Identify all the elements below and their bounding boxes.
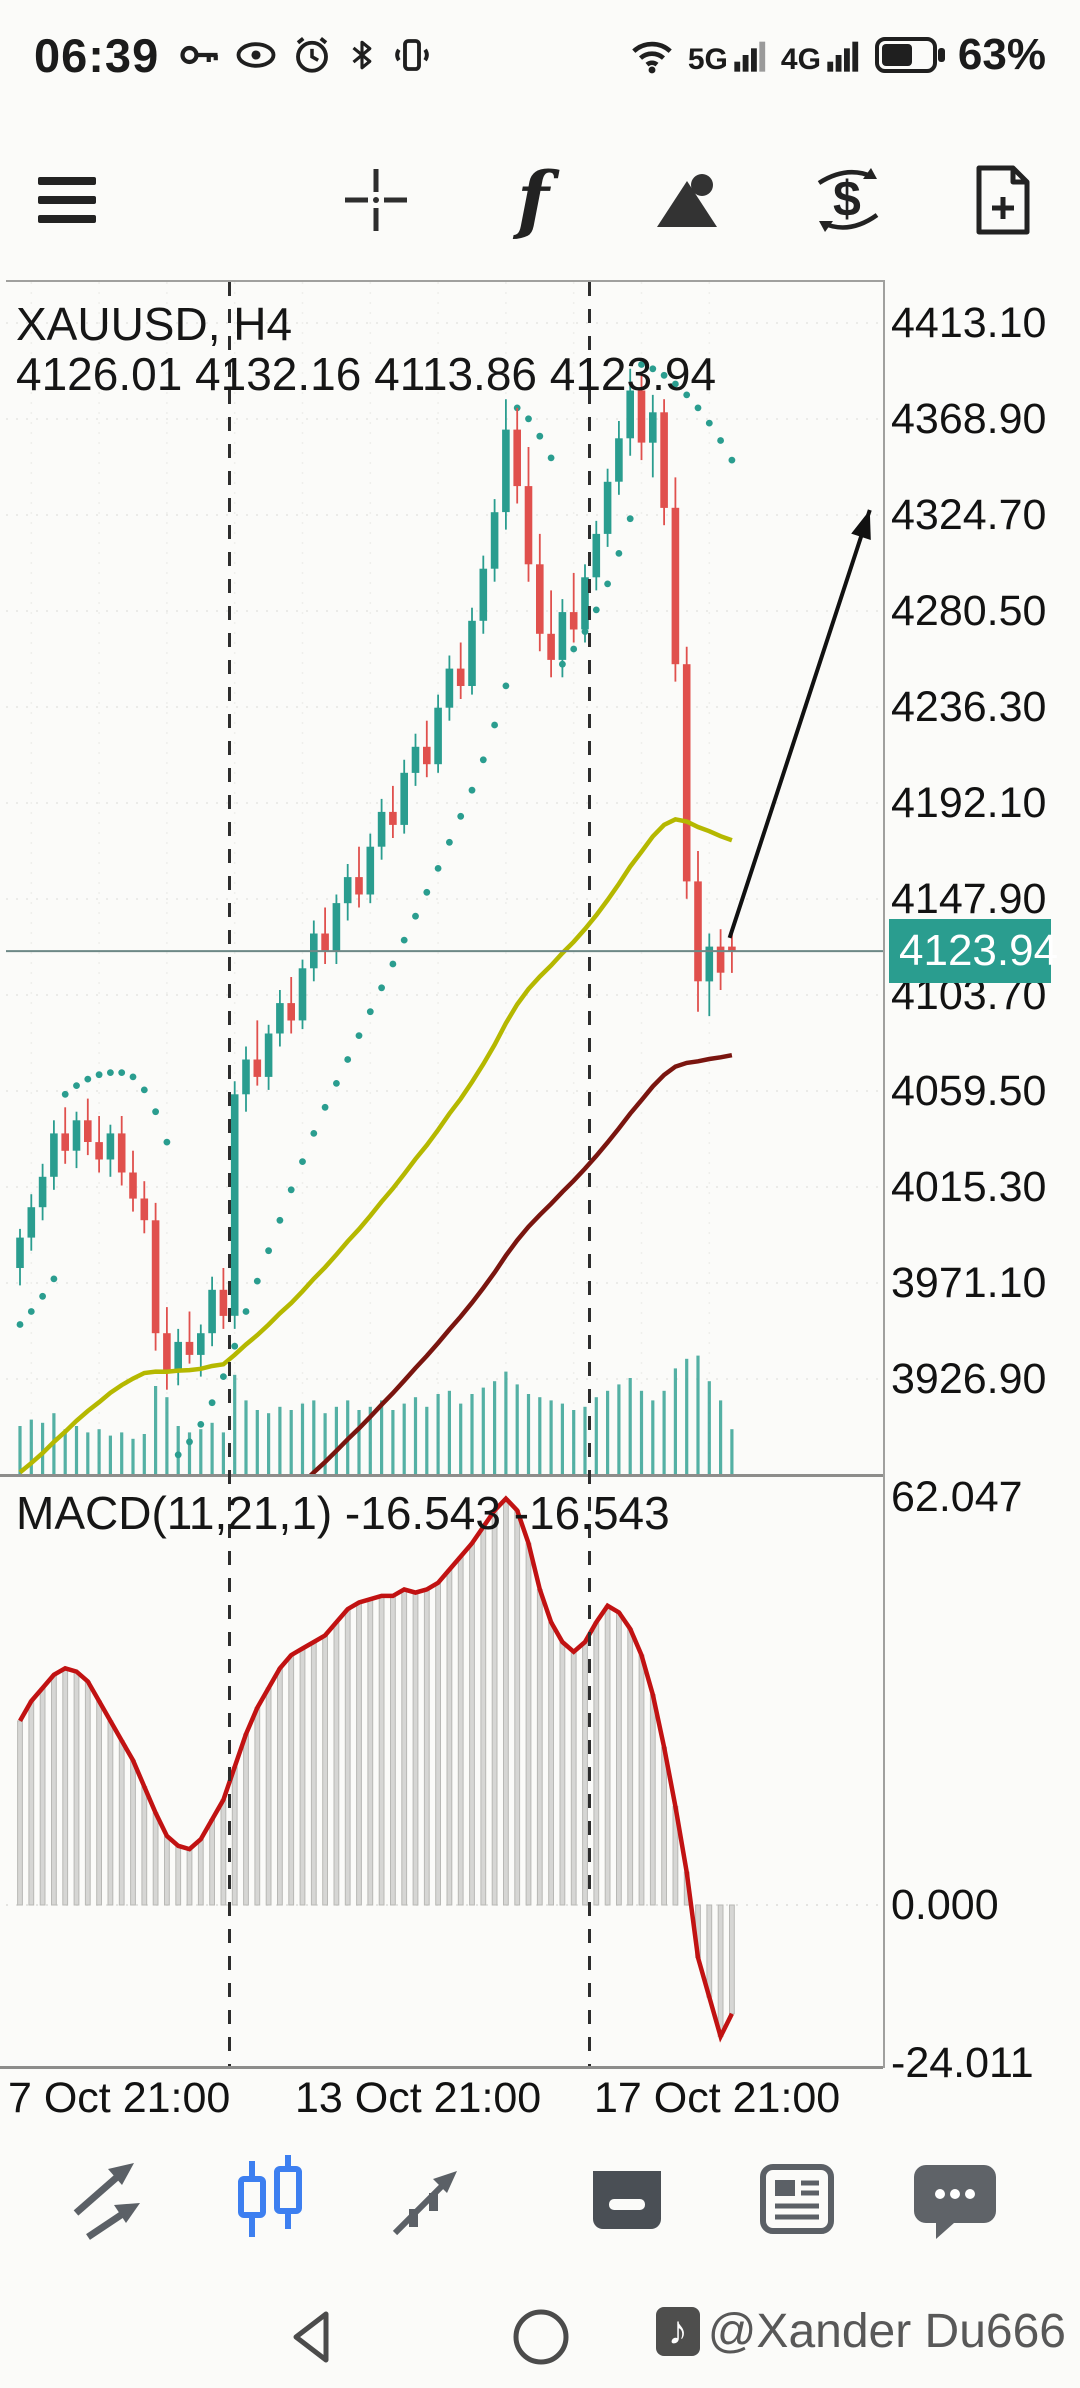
trade-button[interactable]	[52, 2146, 162, 2254]
price-axis-label: 4192.10	[891, 779, 1047, 827]
price-axis-label: 4059.50	[891, 1067, 1047, 1116]
chart-bottom-border	[0, 2066, 883, 2069]
top-toolbar: f $	[0, 148, 1080, 252]
time-axis-label: 7 Oct 21:00	[8, 2074, 231, 2122]
time-axis-label: 13 Oct 21:00	[295, 2074, 542, 2122]
network-4g-label: 4G	[780, 43, 821, 76]
charts-button-active[interactable]	[215, 2146, 325, 2254]
macd-indicator-label: MACD(11,21,1) -16.543 -16.543	[16, 1487, 670, 1539]
battery-icon	[874, 37, 945, 73]
clock-time: 06:39	[34, 28, 160, 82]
current-price-badge: 4123.94	[889, 919, 1058, 983]
navigation-bar	[0, 2284, 1080, 2388]
price-axis-label: 4368.90	[891, 395, 1047, 443]
chart-top-border	[6, 280, 883, 282]
news-button[interactable]	[742, 2146, 852, 2254]
new-order-icon	[976, 165, 1030, 235]
shapes-icon	[657, 174, 717, 227]
signal-bars-4g-icon	[827, 41, 859, 72]
time-axis: 7 Oct 21:00 13 Oct 21:00 17 Oct 21:00	[6, 2074, 883, 2128]
trends-button[interactable]	[376, 2146, 486, 2254]
price-axis: 4413.10 4368.90 4324.70 4280.50 4236.30 4192.…	[891, 0, 1080, 2388]
chat-bubble-icon	[914, 2165, 996, 2239]
trade-arrows-icon	[73, 2163, 140, 2240]
candlestick-chart[interactable]	[6, 282, 883, 1691]
panel-divider	[0, 1474, 883, 1477]
wifi-icon	[632, 41, 672, 74]
vibrate-icon	[395, 39, 430, 71]
macd-panel[interactable]	[6, 1478, 883, 2066]
home-circle-icon	[513, 2309, 569, 2365]
back-button[interactable]	[272, 2302, 352, 2372]
currency-exchange-icon: $	[817, 168, 879, 232]
signal-bars-5g-icon	[734, 41, 766, 72]
candlestick-chart-icon	[238, 2155, 302, 2237]
back-triangle-icon	[293, 2311, 329, 2363]
price-axis-label: 4236.30	[891, 683, 1047, 731]
price-axis-label: 4015.30	[891, 1163, 1047, 1212]
price-axis-label: 4147.90	[891, 875, 1047, 923]
alarm-icon	[296, 37, 329, 73]
symbols-button[interactable]: $	[800, 148, 896, 252]
session-separator-line	[228, 282, 231, 2066]
network-5g: 5G	[688, 35, 771, 75]
macd-axis-label: 0.000	[891, 1881, 999, 1929]
session-separator-line	[588, 282, 591, 2066]
macd-axis: 62.047 0.000 -24.011	[891, 0, 1080, 2388]
bluetooth-icon	[352, 40, 372, 70]
function-f-icon: f	[517, 157, 549, 243]
trend-line-icon	[392, 2171, 457, 2236]
trade-tray-button[interactable]	[572, 2146, 682, 2254]
new-order-button[interactable]	[955, 148, 1051, 252]
crosshair-icon	[345, 169, 407, 231]
key-icon	[180, 45, 219, 65]
battery-percent: 63%	[957, 30, 1046, 79]
watermark-icon: ♪	[655, 2307, 700, 2356]
time-axis-label: 17 Oct 21:00	[594, 2074, 841, 2122]
price-axis-label: 3926.90	[891, 1355, 1047, 1404]
macd-axis-label: 62.047	[891, 1472, 1023, 1521]
crosshair-button[interactable]	[328, 148, 424, 252]
messages-button[interactable]	[900, 2146, 1010, 2254]
price-axis-border	[883, 280, 885, 2068]
bottom-toolbar	[0, 2140, 1080, 2260]
status-right: 5G 4G 63%	[626, 30, 1046, 80]
chart-symbol-title: XAUUSD, H4	[16, 298, 293, 350]
network-4g: 4G	[781, 35, 864, 75]
indicators-button[interactable]: f	[485, 148, 581, 252]
svg-text:$: $	[833, 171, 861, 227]
status-icons	[179, 33, 433, 77]
eye-icon	[236, 42, 276, 68]
hamburger-icon	[38, 177, 96, 223]
news-icon	[760, 2164, 834, 2234]
status-bar: 06:39	[0, 16, 1080, 94]
trade-tray-icon	[593, 2171, 661, 2229]
price-axis-label: 4324.70	[891, 491, 1047, 539]
chart-ohlc-values: 4126.01 4132.16 4113.86 4123.94	[16, 348, 717, 400]
price-axis-label: 4413.10	[891, 299, 1047, 347]
price-axis-label: 3971.10	[891, 1259, 1047, 1308]
watermark: ♪ @Xander Du666	[655, 2304, 1066, 2359]
network-5g-label: 5G	[687, 43, 728, 76]
watermark-text: @Xander Du666	[707, 2305, 1066, 2358]
macd-axis-label: -24.011	[891, 2038, 1034, 2087]
home-button[interactable]	[501, 2302, 581, 2372]
price-axis-label: 4280.50	[891, 587, 1047, 635]
objects-button[interactable]	[640, 148, 736, 252]
menu-button[interactable]	[20, 148, 116, 252]
